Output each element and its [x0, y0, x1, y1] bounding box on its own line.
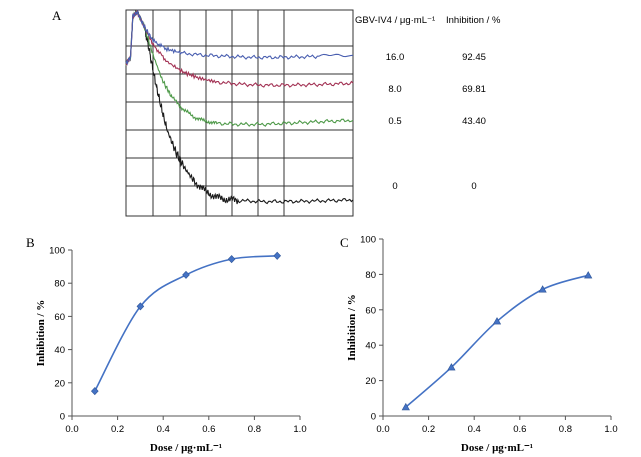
chart-c-y-tick-0: 0	[371, 412, 376, 423]
chart-c-series	[405, 274, 589, 408]
chart-b-x-tick-4: 0.8	[248, 424, 261, 435]
chart-c-markers	[401, 271, 593, 411]
chart-c-x-tick-4: 0.8	[559, 424, 572, 435]
table-dose-row-4: 0	[392, 181, 397, 192]
table-inhibition-row-2: 69.81	[462, 84, 486, 95]
chart-b-y-ticks: 0 20 40 60 80 100	[49, 246, 65, 423]
chart-c-axes	[379, 238, 612, 420]
chart-b-x-axis-title: Dose / μg·mL⁻¹	[150, 442, 222, 454]
table-inhibition-row-1: 92.45	[462, 52, 486, 63]
chart-c-point-4	[538, 285, 547, 293]
panel-b-label: B	[26, 235, 35, 250]
table-dose-row-1: 16.0	[386, 52, 405, 63]
chart-c-x-tick-0: 0.0	[376, 424, 389, 435]
table-inhibition-row-3: 43.40	[462, 116, 486, 127]
chart-b-x-ticks: 0.0 0.2 0.4 0.6 0.8 1.0	[65, 424, 306, 435]
chart-b-point-1	[90, 387, 99, 396]
chart-b-x-tick-5: 1.0	[293, 424, 306, 435]
chart-c-y-tick-4: 80	[365, 270, 376, 281]
panel-a-trace-dose-0-5	[125, 10, 354, 127]
chart-b-point-2	[136, 302, 145, 311]
chart-c-y-tick-2: 40	[365, 341, 376, 352]
chart-c-point-2	[447, 363, 456, 371]
chart-b-axes	[68, 249, 301, 420]
chart-b-point-3	[182, 270, 190, 279]
chart-b: 0 20 40 60 80 100 0.0 0.2 0.4 0.6 0.8 1.…	[35, 246, 307, 455]
chart-c-point-3	[492, 317, 502, 325]
panel-a-label: A	[52, 8, 62, 23]
chart-b-y-tick-3: 60	[54, 312, 65, 323]
panel-a-plot	[125, 9, 354, 217]
chart-b-point-5	[273, 251, 282, 260]
chart-c-y-tick-3: 60	[365, 305, 376, 316]
chart-b-y-tick-1: 20	[54, 378, 65, 389]
panel-a-curves	[125, 9, 354, 205]
panel-a-trace-dose-16-0	[125, 9, 354, 66]
chart-c-point-1	[401, 402, 410, 411]
panel-c-label: C	[340, 235, 349, 250]
chart-b-y-tick-0: 0	[60, 412, 65, 423]
chart-b-y-tick-4: 80	[54, 279, 65, 290]
table-inhibition-row-4: 0	[471, 181, 476, 192]
chart-c-x-tick-5: 1.0	[604, 424, 617, 435]
chart-b-x-tick-2: 0.4	[157, 424, 170, 435]
chart-c-x-axis-title: Dose / μg·mL⁻¹	[461, 442, 533, 454]
panel-a-trace-dose-0	[125, 9, 354, 205]
chart-c-x-tick-1: 0.2	[422, 424, 435, 435]
chart-c-x-tick-3: 0.6	[513, 424, 526, 435]
chart-c-y-ticks: 0 20 40 60 80 100	[360, 235, 376, 423]
chart-c-y-axis-title: Inhibition / %	[346, 294, 358, 361]
table-header-inhibition: Inhibition / %	[446, 15, 501, 26]
chart-c-x-ticks: 0.0 0.2 0.4 0.6 0.8 1.0	[376, 424, 617, 435]
table-header-dose: GBV-IV4 / μg·mL⁻¹	[355, 15, 435, 26]
chart-c-y-tick-1: 20	[365, 376, 376, 387]
chart-c-line	[405, 274, 589, 408]
chart-b-y-tick-2: 40	[54, 345, 65, 356]
chart-c-point-5	[584, 271, 593, 279]
chart-b-markers	[90, 251, 282, 396]
chart-c: 0 20 40 60 80 100 0.0 0.2 0.4 0.6 0.8 1.…	[346, 235, 618, 455]
table-dose-row-2: 8.0	[388, 84, 401, 95]
chart-b-y-axis-title: Inhibition / %	[35, 300, 47, 367]
panel-a-frame	[125, 9, 354, 217]
chart-b-point-4	[227, 255, 236, 264]
chart-c-x-tick-2: 0.4	[468, 424, 481, 435]
chart-c-y-tick-5: 100	[360, 235, 376, 246]
chart-b-x-tick-0: 0.0	[65, 424, 78, 435]
panel-a-grid	[126, 10, 353, 216]
chart-b-x-tick-3: 0.6	[202, 424, 215, 435]
chart-b-x-tick-1: 0.2	[111, 424, 124, 435]
chart-b-y-tick-5: 100	[49, 246, 65, 257]
table-dose-row-3: 0.5	[388, 116, 401, 127]
